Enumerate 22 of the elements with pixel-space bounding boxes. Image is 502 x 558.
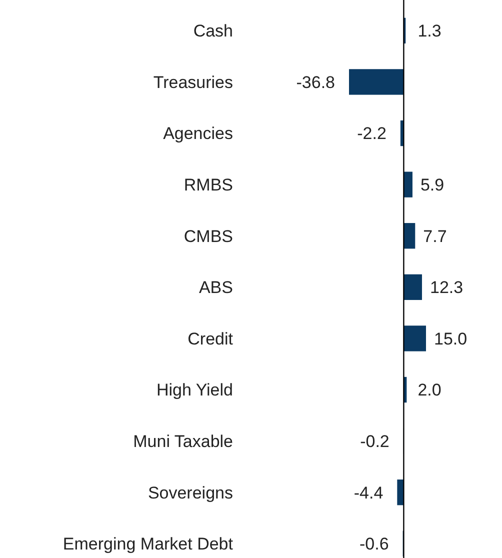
data-label: 5.9 <box>420 176 444 194</box>
data-label: 1.3 <box>418 22 442 41</box>
data-label: 15.0 <box>434 329 468 348</box>
y-tick-label: Agencies <box>163 124 233 144</box>
data-label: -2.2 <box>357 124 386 144</box>
y-tick-label: High Yield <box>156 380 233 400</box>
y-tick-label: Credit <box>188 329 234 348</box>
data-label: -36.8 <box>296 72 335 92</box>
y-tick-label: Sovereigns <box>148 483 233 502</box>
data-label: -4.4 <box>354 483 384 502</box>
y-tick-label: RMBS <box>184 176 233 194</box>
y-tick-label: Cash <box>193 22 233 41</box>
data-label: 12.3 <box>430 278 464 298</box>
data-label: -0.6 <box>360 534 389 554</box>
y-tick-label: Treasuries <box>153 72 233 92</box>
data-label: -0.2 <box>360 432 390 451</box>
y-tick-label: Emerging Market Debt <box>62 534 234 554</box>
y-tick-label: ABS <box>198 278 233 298</box>
y-tick-label: CMBS <box>184 226 233 246</box>
data-label: 7.7 <box>423 226 447 246</box>
data-label: 2.0 <box>418 380 442 400</box>
y-tick-label: Muni Taxable <box>133 432 233 451</box>
